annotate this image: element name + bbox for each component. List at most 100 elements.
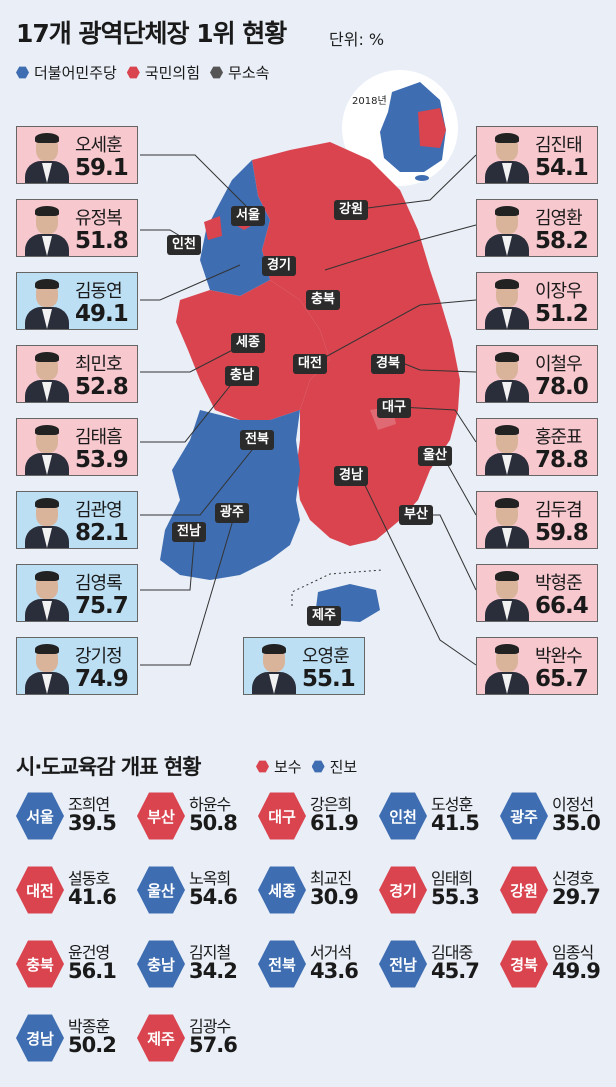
winner-value: 51.2 xyxy=(535,301,589,327)
region-label-busan: 부산 xyxy=(399,505,433,525)
legend-item-democratic: 더불어민주당 xyxy=(16,62,117,83)
winner-name: 김태흠 xyxy=(75,427,123,448)
education-item: 전남 김대중 45.7 xyxy=(379,939,497,999)
education-item: 충북 윤건영 56.1 xyxy=(16,939,134,999)
winner-name: 김동연 xyxy=(75,281,123,302)
superintendent-value: 50.8 xyxy=(189,811,238,835)
candidate-photo xyxy=(483,642,531,694)
inset-2018-map xyxy=(380,82,446,181)
region-badge: 경북 xyxy=(500,940,548,988)
superintendent-value: 35.0 xyxy=(552,811,601,835)
superintendent-name: 도성훈 xyxy=(431,795,473,814)
winner-name: 김진태 xyxy=(535,135,583,156)
winner-name: 유정복 xyxy=(75,208,123,229)
inset-year: 2018년 xyxy=(352,95,387,107)
winner-name: 오세훈 xyxy=(75,135,123,156)
winner-card-gyeongnam: 박완수 65.7 xyxy=(476,637,598,695)
winner-name: 김두겸 xyxy=(535,500,583,521)
education-item: 서울 조희연 39.5 xyxy=(16,791,134,851)
superintendent-value: 41.6 xyxy=(68,885,117,909)
candidate-photo xyxy=(483,204,531,256)
education-item: 충남 김지철 34.2 xyxy=(137,939,255,999)
education-item: 부산 하윤수 50.8 xyxy=(137,791,255,851)
region-label-jeonnam: 전남 xyxy=(172,522,206,542)
superintendent-value: 56.1 xyxy=(68,959,117,983)
superintendent-value: 30.9 xyxy=(310,885,359,909)
superintendent-value: 43.6 xyxy=(310,959,359,983)
winner-card-daegu: 홍준표 78.8 xyxy=(476,418,598,476)
region-label-chungbuk: 충북 xyxy=(306,290,340,310)
winner-value: 74.9 xyxy=(75,666,129,692)
region-label-gangwon: 강원 xyxy=(334,200,368,220)
winner-value: 66.4 xyxy=(535,593,589,619)
region-label-sejong: 세종 xyxy=(231,333,265,353)
candidate-photo xyxy=(483,131,531,183)
superintendent-name: 서거석 xyxy=(310,943,352,962)
region-badge: 부산 xyxy=(137,792,185,840)
region-label-incheon: 인천 xyxy=(167,235,201,255)
map-region-gyeonggi xyxy=(200,160,270,296)
candidate-photo xyxy=(23,642,71,694)
winner-value: 52.8 xyxy=(75,374,129,400)
hex-icon xyxy=(16,66,29,79)
education-item: 전북 서거석 43.6 xyxy=(258,939,376,999)
hex-icon xyxy=(256,760,269,773)
region-badge: 강원 xyxy=(500,866,548,914)
superintendent-value: 50.2 xyxy=(68,1033,117,1057)
education-item: 강원 신경호 29.7 xyxy=(500,865,616,925)
education-item: 광주 이정선 35.0 xyxy=(500,791,616,851)
region-badge: 충북 xyxy=(16,940,64,988)
superintendent-name: 최교진 xyxy=(310,869,352,888)
region-label-gwangju: 광주 xyxy=(215,503,249,523)
hex-icon xyxy=(311,760,325,773)
education-title: 시·도교육감 개표 현황 xyxy=(16,755,201,779)
winner-card-jeonnam: 김영록 75.7 xyxy=(16,564,138,622)
legend-item-conservative: 보수 xyxy=(256,756,302,777)
winner-name: 박완수 xyxy=(535,646,583,667)
winner-card-incheon: 유정복 51.8 xyxy=(16,199,138,257)
superintendent-name: 강은희 xyxy=(310,795,352,814)
page-title: 17개 광역단체장 1위 현황 xyxy=(16,19,287,48)
winner-card-gwangju: 강기정 74.9 xyxy=(16,637,138,695)
winner-card-jeju: 오영훈 55.1 xyxy=(243,637,365,695)
education-item: 제주 김광수 57.6 xyxy=(137,1013,255,1073)
superintendent-name: 임종식 xyxy=(552,943,594,962)
winner-value: 59.8 xyxy=(535,520,589,546)
superintendent-name: 김대중 xyxy=(431,943,473,962)
education-item: 울산 노옥희 54.6 xyxy=(137,865,255,925)
region-label-daejeon: 대전 xyxy=(293,354,327,374)
superintendent-name: 설동호 xyxy=(68,869,110,888)
winner-value: 78.8 xyxy=(535,447,589,473)
superintendent-value: 54.6 xyxy=(189,885,238,909)
winner-name: 김영록 xyxy=(75,573,123,594)
winner-card-ulsan: 김두겸 59.8 xyxy=(476,491,598,549)
region-badge: 인천 xyxy=(379,792,427,840)
region-label-daegu: 대구 xyxy=(377,398,411,418)
superintendent-name: 이정선 xyxy=(552,795,594,814)
region-badge: 대전 xyxy=(16,866,64,914)
winner-value: 51.8 xyxy=(75,228,129,254)
party-legend: 더불어민주당 국민의힘 무소속 xyxy=(16,62,269,83)
map-region-jeolla xyxy=(160,410,300,580)
region-badge: 전남 xyxy=(379,940,427,988)
superintendent-name: 김광수 xyxy=(189,1017,231,1036)
region-label-gyeongnam: 경남 xyxy=(334,466,368,486)
winner-card-jeonbuk: 김관영 82.1 xyxy=(16,491,138,549)
candidate-photo xyxy=(23,277,71,329)
legend-item-independent: 무소속 xyxy=(210,62,269,83)
hex-icon xyxy=(210,66,224,79)
superintendent-name: 임태희 xyxy=(431,869,473,888)
superintendent-name: 김지철 xyxy=(189,943,231,962)
education-item: 경북 임종식 49.9 xyxy=(500,939,616,999)
education-item: 대전 설동호 41.6 xyxy=(16,865,134,925)
winner-name: 오영훈 xyxy=(302,646,350,667)
winner-name: 이장우 xyxy=(535,281,583,302)
region-badge: 서울 xyxy=(16,792,64,840)
region-label-chungnam: 충남 xyxy=(225,366,259,386)
region-badge: 제주 xyxy=(137,1014,185,1062)
superintendent-value: 55.3 xyxy=(431,885,480,909)
winner-value: 54.1 xyxy=(535,155,589,181)
candidate-photo xyxy=(23,496,71,548)
region-label-jeonbuk: 전북 xyxy=(240,430,274,450)
region-label-gyeongbuk: 경북 xyxy=(371,354,405,374)
